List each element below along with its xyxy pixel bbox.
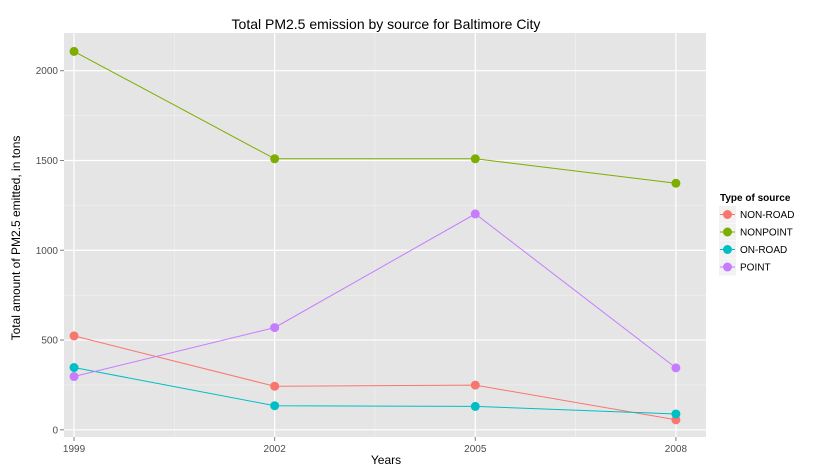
legend-key-point	[723, 227, 732, 237]
y-axis-title: Total amount of PM2.5 emitted, in tons	[9, 136, 23, 341]
y-tick-label: 1500	[36, 156, 59, 167]
x-tick-label: 2008	[665, 444, 688, 455]
legend-key-point	[723, 245, 732, 254]
y-tick-label: 500	[41, 336, 58, 347]
y-tick-label: 0	[52, 425, 58, 436]
series-nonpoint	[69, 46, 681, 188]
legend-key-point	[723, 262, 732, 272]
series-on-road	[69, 363, 681, 419]
legend-label: ON-ROAD	[740, 245, 787, 256]
legend-label: NON-ROAD	[740, 210, 794, 221]
data-point	[470, 154, 480, 164]
series-line	[73, 50, 676, 184]
data-point	[470, 401, 480, 411]
data-point	[69, 372, 79, 382]
x-tick-label: 2002	[264, 444, 287, 455]
y-axis: 0 500 1000 1500 2000	[36, 66, 64, 436]
data-point	[69, 331, 79, 341]
legend-item-non-road: NON-ROAD	[719, 206, 794, 223]
legend-label: NONPOINT	[740, 228, 793, 239]
plot-panel	[64, 33, 706, 437]
x-tick-label: 1999	[63, 444, 86, 455]
data-point	[270, 323, 280, 333]
y-tick-label: 1000	[36, 246, 59, 257]
data-point	[470, 209, 480, 219]
data-point	[671, 178, 681, 188]
legend-key-point	[723, 210, 732, 219]
series-non-road	[69, 331, 681, 425]
legend-label: POINT	[740, 263, 771, 274]
data-point	[470, 380, 480, 390]
data-point	[270, 381, 280, 391]
chart-title: Total PM2.5 emission by source for Balti…	[232, 16, 541, 32]
data-point	[671, 363, 681, 373]
x-axis: 1999 2002 2005 2008	[63, 437, 688, 455]
data-point	[270, 154, 280, 164]
legend-item-on-road: ON-ROAD	[719, 241, 787, 258]
x-tick-label: 2005	[464, 444, 487, 455]
series-line	[73, 213, 677, 378]
legend-item-nonpoint: NONPOINT	[719, 223, 793, 241]
data-point	[671, 409, 681, 419]
series-point	[69, 209, 681, 382]
series-line	[73, 367, 676, 415]
y-tick-label: 2000	[36, 66, 59, 77]
data-point	[69, 363, 79, 373]
legend: Type of source NON-ROAD NONPOINT ON-ROAD PO…	[719, 193, 794, 276]
legend-item-point: POINT	[719, 258, 771, 276]
data-point	[270, 401, 280, 411]
data-point	[69, 46, 79, 56]
x-axis-title: Years	[371, 453, 401, 467]
legend-title: Type of source	[720, 193, 791, 204]
series-line	[73, 335, 676, 421]
series-layer	[69, 46, 681, 425]
